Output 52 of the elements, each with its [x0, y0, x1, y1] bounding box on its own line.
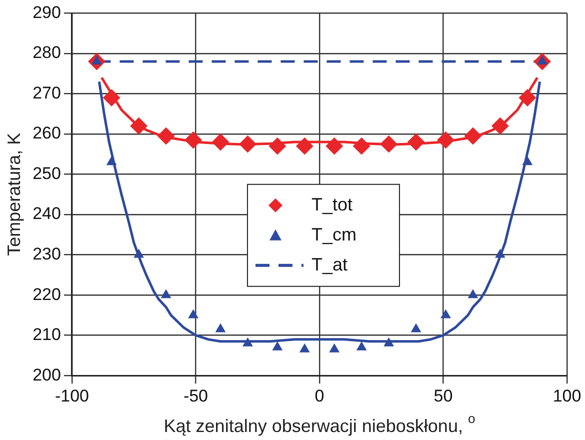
point: [300, 344, 310, 352]
point: [437, 132, 454, 149]
point: [330, 344, 340, 352]
x-axis-title: Kąt zenitalny obserwacji nieboskłonu, o: [164, 411, 476, 436]
y-tick-label: 290: [32, 2, 61, 22]
point: [440, 310, 451, 318]
point: [239, 136, 256, 153]
y-tick-label: 260: [32, 124, 61, 143]
point: [464, 128, 482, 145]
y-tick-label: 200: [32, 365, 61, 384]
y-tick-label: 220: [32, 284, 61, 304]
point: [130, 117, 148, 134]
point: [268, 138, 286, 155]
point: [106, 156, 116, 166]
point: [353, 138, 370, 155]
point: [188, 310, 198, 318]
point: [522, 156, 532, 166]
x-tick-label: 0: [314, 386, 324, 406]
point: [326, 138, 343, 155]
y-tick-label: 210: [32, 325, 61, 344]
point: [272, 342, 282, 350]
x-tick-label: -50: [183, 386, 208, 406]
y-tick-label: 230: [32, 244, 61, 264]
x-tick-label: 100: [552, 386, 582, 406]
point: [216, 324, 226, 332]
x-tick-label: -100: [54, 386, 89, 406]
point: [134, 249, 144, 258]
point: [161, 290, 171, 298]
y-tick-label: 250: [32, 164, 61, 183]
legend-label: T_tot: [311, 194, 353, 214]
y-tick-label: 240: [32, 204, 61, 224]
point: [384, 338, 394, 346]
point: [380, 136, 398, 153]
point: [242, 338, 253, 346]
point: [468, 290, 478, 298]
legend-label: T_cm: [311, 224, 356, 244]
y-tick-label: 270: [32, 83, 61, 102]
x-tick-label: 50: [434, 386, 453, 406]
point: [356, 342, 366, 350]
y-axis-title: Temperatura, K: [4, 132, 24, 256]
y-tick-label: 280: [32, 43, 61, 62]
legend-label: T_at: [311, 254, 348, 274]
point: [495, 249, 505, 258]
point: [212, 134, 229, 151]
point: [408, 134, 425, 151]
point: [158, 128, 175, 145]
point: [518, 89, 536, 106]
point: [411, 324, 421, 332]
point: [296, 138, 314, 155]
point: [103, 89, 120, 106]
point: [492, 117, 509, 134]
point: [184, 132, 202, 149]
